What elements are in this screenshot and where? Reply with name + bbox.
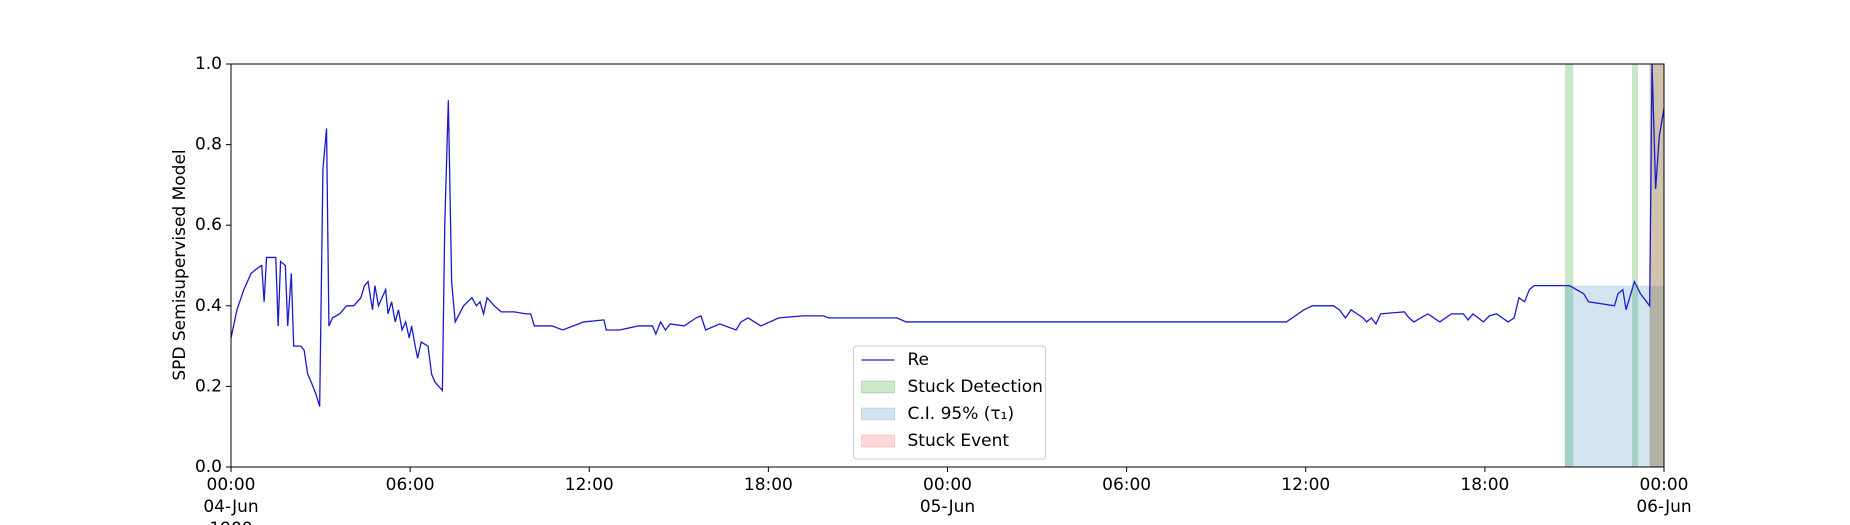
legend-handle	[861, 380, 895, 394]
x-tick-label: 06:00	[386, 475, 435, 495]
y-tick-label: 1.0	[195, 54, 222, 74]
x-tick-label: 18:00	[744, 475, 793, 495]
x-tick-label: 00:00	[1640, 475, 1689, 495]
x-date-label: 06-Jun	[1636, 497, 1691, 517]
legend-box	[853, 345, 1046, 460]
x-date-label: 05-Jun	[920, 497, 975, 517]
span	[1649, 64, 1664, 467]
x-tick-label: 00:00	[207, 475, 256, 495]
x-tick-label: 06:00	[1102, 475, 1151, 495]
y-tick-label: 0.0	[195, 457, 222, 477]
span	[1649, 64, 1664, 467]
y-tick-label: 0.2	[195, 376, 222, 396]
y-tick-label: 0.6	[195, 215, 222, 235]
legend-handle	[861, 407, 895, 421]
y-axis-label: SPD Semisupervised Model	[170, 149, 190, 380]
span	[1564, 64, 1574, 467]
x-tick-label: 00:00	[923, 475, 972, 495]
legend-label: Stuck Event	[908, 431, 1010, 451]
legend: Re Stuck Detection C.I. 95% (τ₁) Stuck Even…	[853, 345, 1046, 460]
legend-label: C.I. 95% (τ₁)	[908, 404, 1015, 424]
x-tick-label: 12:00	[565, 475, 614, 495]
x-year-label: 1900	[209, 519, 252, 525]
span	[1632, 64, 1639, 467]
y-tick-label: 0.4	[195, 296, 222, 316]
x-tick-label: 18:00	[1460, 475, 1509, 495]
span	[1564, 285, 1664, 467]
legend-handle	[861, 434, 895, 448]
x-tick-label: 12:00	[1281, 475, 1330, 495]
data-line	[230, 63, 1665, 407]
y-tick-label: 0.8	[195, 135, 222, 155]
legend-label: Re	[908, 350, 930, 370]
legend-label: Stuck Detection	[908, 377, 1043, 397]
x-date-label: 04-Jun	[203, 497, 258, 517]
